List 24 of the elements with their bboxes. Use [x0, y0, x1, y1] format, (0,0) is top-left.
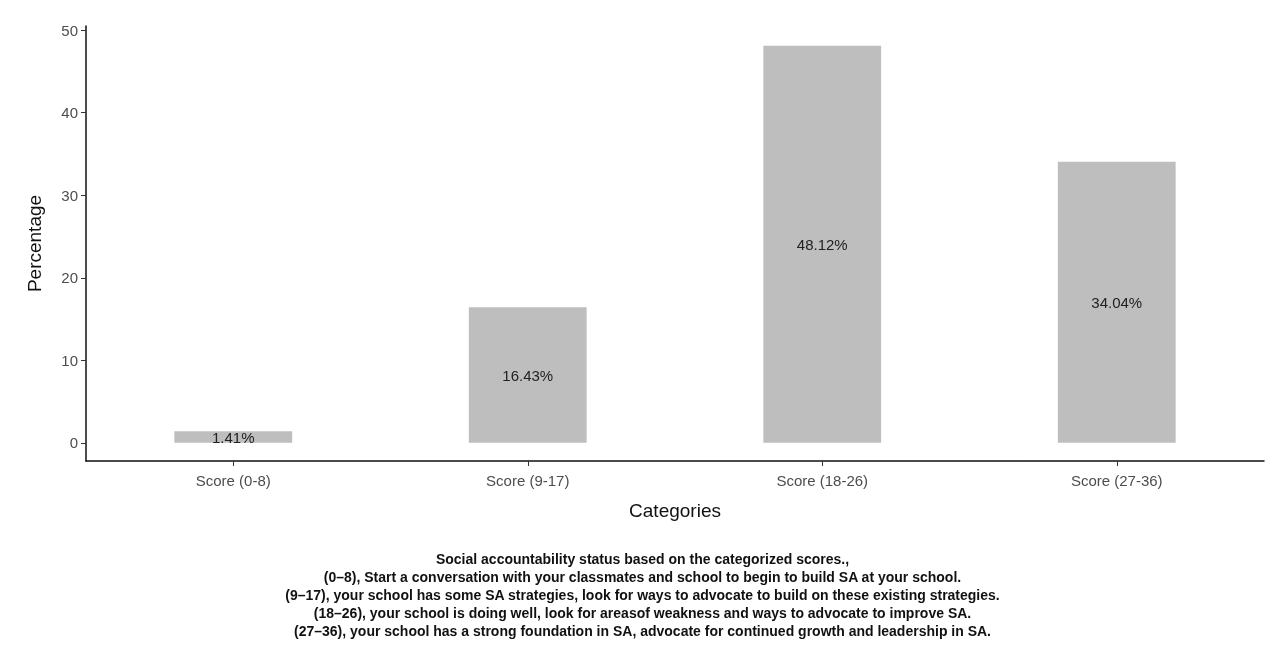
- bar: [763, 45, 882, 443]
- x-axis-title: Categories: [629, 500, 721, 521]
- bar: [1057, 161, 1176, 443]
- x-tick-label: Score (18-26): [776, 472, 869, 489]
- y-tick-label: 0: [69, 434, 78, 452]
- y-tick-label: 50: [61, 21, 78, 39]
- y-tick-label: 10: [61, 351, 78, 369]
- data-label: 1.41%: [211, 428, 255, 446]
- text: (18–26), your school is doing well, look for areasof weakness and ways to advocate to improve SA.: [313, 605, 972, 621]
- text: (9–17), your school has some SA strategies, look for ways to advocate to build on these existing strategies.: [285, 587, 1000, 603]
- bar: [468, 307, 587, 443]
- data-label: 16.43%: [502, 366, 554, 384]
- x-tick-label: Score (27-36): [1070, 472, 1163, 489]
- text: (27–36), your school has a strong foundation in SA, advocate for continued growth and leadership in SA.: [294, 623, 991, 639]
- y-tick-label: 30: [61, 186, 78, 204]
- text: (0–8), Start a conversation with your classmates and school to begin to build SA at your school.: [323, 569, 962, 585]
- x-tick-label: Score (0-8): [195, 472, 271, 489]
- x-tick-label: Score (9-17): [486, 472, 570, 489]
- y-axis-title: Percentage: [24, 194, 45, 293]
- data-label: 34.04%: [1091, 293, 1143, 311]
- y-tick-label: 40: [61, 104, 78, 122]
- y-tick-label: 20: [61, 269, 78, 287]
- text: Social accountability status based on the categorized scores.,: [435, 551, 850, 567]
- data-label: 48.12%: [796, 235, 848, 253]
